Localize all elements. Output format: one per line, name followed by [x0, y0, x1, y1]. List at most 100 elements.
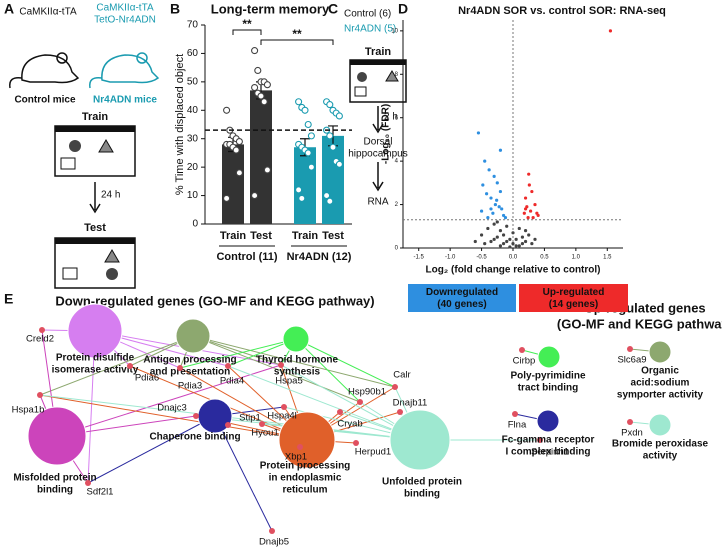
data-point [251, 192, 259, 200]
y-tick-label: 2 [395, 202, 399, 208]
x-tick-label: 1.5 [603, 255, 612, 261]
data-point [527, 233, 531, 237]
term-node [537, 345, 561, 369]
panel-label: E [4, 291, 13, 307]
data-point [483, 159, 487, 163]
gene-label: Calr [393, 370, 410, 381]
gene-node [353, 440, 359, 446]
term-label: Organic [641, 366, 679, 377]
bar [222, 144, 244, 224]
data-point [530, 242, 534, 246]
legend-label: Downregulated (40 genes) [426, 287, 498, 310]
bar [294, 147, 316, 224]
data-point [473, 239, 477, 244]
term-label: Protein disulfide [56, 353, 135, 364]
term-label: isomerase activity [52, 365, 139, 376]
data-point [326, 101, 334, 109]
data-point [223, 194, 231, 202]
chart-title: Nr4ADN SOR vs. control SOR: RNA-seq [458, 5, 666, 17]
data-point [520, 235, 525, 239]
y-tick-label: 70 [187, 20, 199, 31]
gene-node [225, 363, 231, 369]
significance-label: ** [242, 17, 252, 31]
data-point [486, 216, 490, 220]
x-tick-label: Train [220, 230, 247, 242]
data-point [523, 207, 528, 211]
term-node [389, 409, 451, 471]
data-point [495, 198, 499, 202]
data-point [489, 196, 493, 200]
x-tick-label: -1.5 [414, 255, 425, 261]
gene-node [127, 363, 133, 369]
term-label: Poly-pyrimidine [510, 371, 585, 382]
network-title: (GO-MF and KEGG pathway) [557, 316, 722, 331]
data-point [295, 186, 303, 194]
gene-label: Xbp1 [285, 452, 307, 463]
data-point [263, 81, 271, 89]
gene-label: Sdf2l1 [87, 487, 114, 498]
data-point [257, 92, 265, 100]
gene-node [39, 327, 45, 333]
data-point [530, 189, 534, 194]
x-tick-label: Test [322, 230, 344, 242]
term-label: binding [37, 485, 73, 496]
data-point [523, 229, 528, 233]
data-point [254, 66, 262, 75]
term-label: Misfolded protein [13, 473, 96, 484]
data-point [487, 168, 491, 172]
data-point [522, 211, 526, 215]
output-label: RNA [367, 197, 388, 208]
line-label: CaMKIIα-tTA [96, 3, 154, 14]
x-tick-label: Train [292, 230, 319, 242]
gene-label: Creld2 [26, 334, 54, 345]
network-edge [87, 415, 216, 484]
term-label: synthesis [274, 367, 321, 378]
significance-label: ** [292, 27, 302, 41]
step-label: Train [82, 111, 109, 123]
gene-label: Hspa4l [267, 411, 297, 422]
group-label: Control mice [14, 95, 76, 106]
data-point [495, 235, 499, 239]
arrow [372, 162, 384, 192]
data-point [326, 197, 334, 205]
data-point [517, 226, 521, 231]
network-edge [214, 415, 273, 532]
gene-node [537, 437, 543, 443]
term-node [536, 409, 560, 433]
term-label: Antigen processing [143, 355, 236, 366]
y-tick-label: 60 [187, 48, 199, 59]
network-edge [295, 338, 396, 388]
data-point [485, 192, 489, 196]
data-point [335, 112, 343, 120]
data-point [335, 160, 343, 168]
panel-label: B [170, 1, 180, 17]
network-edge [56, 364, 282, 437]
data-point [304, 149, 312, 157]
gene-node [627, 346, 633, 352]
data-point [501, 213, 506, 218]
term-node [27, 406, 87, 466]
y-tick-label: 40 [187, 105, 199, 116]
group-label: Nr4ADN (12) [287, 251, 352, 263]
data-point [492, 174, 496, 178]
data-point [501, 242, 506, 246]
data-point [505, 224, 509, 228]
term-node [67, 303, 123, 359]
term-label: acid:sodium [631, 378, 690, 389]
data-point [298, 194, 306, 202]
gene-label: Slc6a9 [617, 355, 646, 366]
gene-node [193, 413, 199, 419]
data-point [479, 209, 484, 213]
y-tick-label: 4 [395, 159, 399, 165]
x-tick-label: 0.0 [509, 255, 518, 261]
data-point [263, 166, 271, 174]
data-point [323, 192, 331, 200]
network-edge [192, 335, 361, 403]
data-point [531, 216, 535, 220]
arena [349, 59, 407, 103]
line-label: CaMKIIα-tTA [19, 7, 77, 18]
y-tick-label: 10 [187, 190, 199, 201]
gene-label: Hsp90b1 [348, 387, 386, 398]
gene-label: Cirbp [513, 356, 536, 367]
data-point [514, 244, 518, 248]
